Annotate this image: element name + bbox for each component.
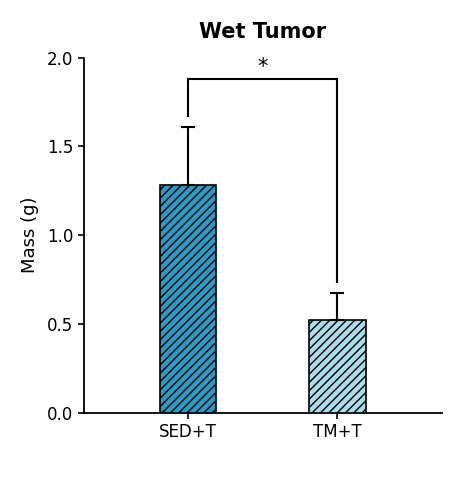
Title: Wet Tumor: Wet Tumor <box>199 22 326 42</box>
Text: *: * <box>258 57 268 77</box>
Y-axis label: Mass (g): Mass (g) <box>20 197 39 274</box>
Bar <box>160 185 217 413</box>
Bar <box>309 321 365 413</box>
